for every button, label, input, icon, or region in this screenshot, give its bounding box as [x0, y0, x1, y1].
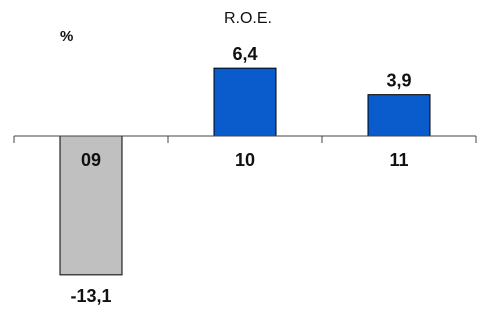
value-label-10: 6,4 [232, 44, 257, 64]
category-label-10: 10 [235, 150, 255, 170]
chart-title: R.O.E. [223, 10, 272, 27]
value-label-11: 3,9 [386, 71, 411, 91]
unit-label: % [60, 28, 74, 45]
category-label-11: 11 [389, 150, 408, 170]
bar-09 [59, 135, 123, 276]
category-label-09: 09 [81, 150, 101, 170]
bar-10 [213, 67, 277, 137]
value-label-09: -13,1 [70, 286, 111, 306]
bar-11 [367, 94, 431, 137]
